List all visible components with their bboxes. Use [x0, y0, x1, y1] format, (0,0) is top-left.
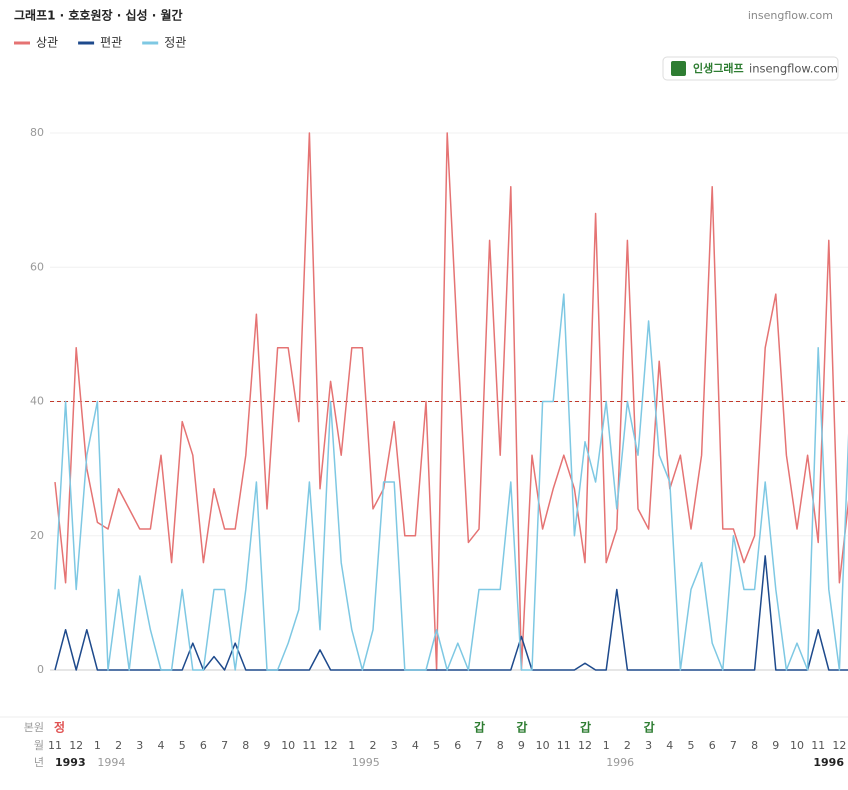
site-label: insengflow.com: [748, 9, 833, 22]
x-tick-label: 11: [557, 739, 571, 752]
x-tick-label: 8: [751, 739, 758, 752]
badge[interactable]: 인생그래프 insengflow.com: [662, 56, 839, 81]
badge-brand: 인생그래프: [693, 61, 744, 75]
y-tick-label: 0: [37, 663, 44, 676]
legend-label: 정관: [164, 36, 186, 50]
legend-label: 상관: [36, 36, 58, 50]
x-tick-label: 5: [433, 739, 440, 752]
pillar-label: 갑: [580, 721, 591, 735]
x-tick-label: 3: [136, 739, 143, 752]
x-tick-label: 6: [709, 739, 716, 752]
x-tick-label: 9: [518, 739, 525, 752]
series-line: [54, 555, 848, 671]
x-tick-label: 12: [69, 739, 83, 752]
badge-site: insengflow.com: [749, 62, 838, 76]
legend-label: 편관: [100, 36, 122, 50]
series-line: [54, 132, 848, 671]
pillar-label: 갑: [516, 721, 527, 735]
row-label: 년: [34, 756, 44, 769]
x-tick-label: 6: [454, 739, 461, 752]
x-tick-label: 5: [688, 739, 695, 752]
x-tick-label: 1: [348, 739, 355, 752]
pillar-label: 갑: [644, 721, 655, 735]
x-tick-label: 12: [324, 739, 338, 752]
x-tick-label: 12: [578, 739, 592, 752]
x-tick-label: 11: [811, 739, 825, 752]
x-tick-label: 6: [200, 739, 207, 752]
series-line: [54, 293, 848, 671]
year-label: 1995: [352, 756, 380, 769]
row-label: 본원: [24, 721, 44, 734]
x-tick-label: 9: [772, 739, 779, 752]
plot-area: [54, 132, 848, 671]
year-label: 1996: [606, 756, 634, 769]
chart-title: 그래프1 · 호호원장 · 십성 · 월간: [14, 8, 183, 23]
x-tick-label: 5: [179, 739, 186, 752]
x-tick-label: 9: [264, 739, 271, 752]
x-tick-label: 7: [221, 739, 228, 752]
x-tick-label: 8: [497, 739, 504, 752]
badge-icon: [671, 61, 686, 76]
y-tick-label: 20: [30, 529, 44, 542]
pillar-label: 정: [54, 720, 65, 735]
x-tick-label: 10: [281, 739, 295, 752]
x-tick-label: 11: [48, 739, 62, 752]
y-tick-label: 60: [30, 260, 44, 273]
year-label: 1994: [97, 756, 125, 769]
pillar-label: 갑: [474, 721, 485, 735]
x-tick-label: 4: [412, 739, 419, 752]
y-tick-label: 80: [30, 126, 44, 139]
x-tick-label: 12: [832, 739, 846, 752]
x-tick-label: 8: [242, 739, 249, 752]
x-tick-label: 4: [666, 739, 673, 752]
x-tick-label: 7: [476, 739, 483, 752]
x-tick-label: 10: [536, 739, 550, 752]
x-tick-label: 1: [603, 739, 610, 752]
x-tick-label: 3: [391, 739, 398, 752]
x-tick-label: 11: [302, 739, 316, 752]
x-tick-label: 2: [115, 739, 122, 752]
x-tick-label: 1: [94, 739, 101, 752]
x-tick-label: 2: [370, 739, 377, 752]
year-label: 1993: [55, 756, 86, 769]
x-tick-label: 4: [158, 739, 165, 752]
x-tick-label: 3: [645, 739, 652, 752]
x-tick-label: 10: [790, 739, 804, 752]
badge-box: [662, 56, 839, 81]
x-tick-label: 7: [730, 739, 737, 752]
y-tick-label: 40: [30, 395, 44, 408]
x-tick-label: 2: [624, 739, 631, 752]
year-label: 1996: [813, 756, 844, 769]
row-label: 월: [34, 739, 44, 752]
